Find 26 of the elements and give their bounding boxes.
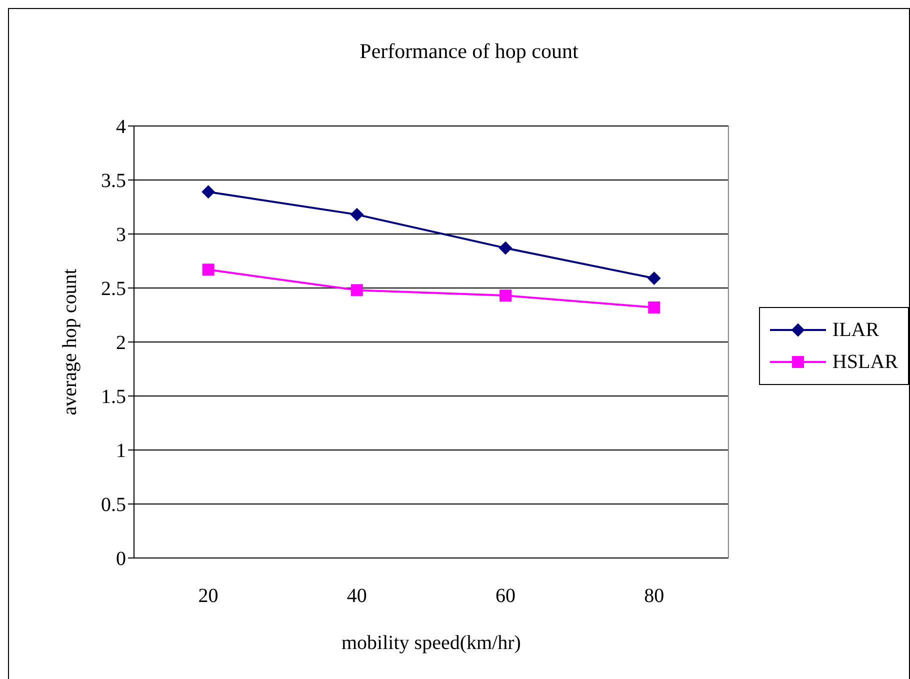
y-tick-label: 2 bbox=[116, 332, 126, 354]
point bbox=[500, 290, 512, 302]
y-tick-label: 0 bbox=[116, 548, 126, 570]
x-tick-label: 20 bbox=[198, 585, 218, 608]
point bbox=[350, 284, 363, 296]
y-tick-label: 2.5 bbox=[101, 278, 126, 300]
y-axis-title: average hop count bbox=[59, 268, 82, 416]
y-tick-label: 1.5 bbox=[101, 386, 126, 408]
legend-label: HSLAR bbox=[832, 350, 898, 374]
x-tick-label: 60 bbox=[496, 585, 516, 608]
point bbox=[499, 242, 512, 255]
chart-title: Performance of hop count bbox=[358, 39, 580, 64]
point bbox=[202, 185, 215, 198]
x-axis-title: mobility speed(km/hr) bbox=[342, 632, 521, 654]
y-tick-label: 1 bbox=[116, 440, 126, 462]
point bbox=[350, 208, 364, 222]
point bbox=[202, 264, 214, 276]
x-tick-label: 40 bbox=[346, 585, 367, 608]
legend-label: ILAR bbox=[832, 318, 880, 342]
point bbox=[648, 272, 661, 285]
point bbox=[648, 301, 660, 314]
x-tick-label: 80 bbox=[644, 585, 664, 608]
y-tick-label: 4 bbox=[116, 116, 126, 138]
y-tick-label: 3 bbox=[116, 224, 126, 246]
y-tick-label: 0.5 bbox=[101, 494, 126, 516]
y-tick-label: 3.5 bbox=[101, 170, 126, 192]
